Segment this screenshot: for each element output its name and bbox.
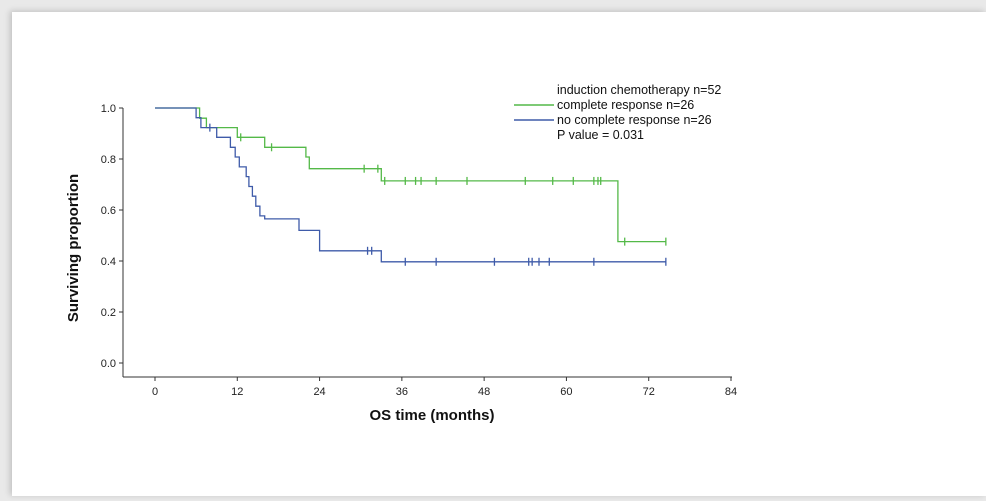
x-tick-label: 12 — [231, 386, 243, 398]
x-tick-label: 48 — [478, 386, 490, 398]
figure-panel: 0.0 0.2 0.4 0.6 0.8 1.0 0 12 24 36 48 60 72 84 Survi… — [12, 12, 986, 496]
legend-header: induction chemotherapy n=52 — [557, 83, 721, 97]
y-axis-title: Surviving proportion — [65, 174, 82, 322]
x-tick-label: 72 — [643, 386, 655, 398]
series-no-complete-response-n-26 — [155, 107, 667, 266]
y-tick-label: 0.2 — [101, 307, 116, 319]
x-tick-label: 0 — [152, 386, 158, 398]
y-axis-ticks: 0.0 0.2 0.4 0.6 0.8 1.0 — [101, 103, 123, 370]
km-survival-chart: 0.0 0.2 0.4 0.6 0.8 1.0 0 12 24 36 48 60 72 84 Survi… — [65, 83, 737, 424]
y-tick-label: 0.6 — [101, 205, 116, 217]
legend-entry-no-complete-response: no complete response n=26 — [557, 113, 712, 127]
y-tick-label: 0.4 — [101, 256, 116, 268]
survival-curve — [155, 107, 666, 263]
x-tick-label: 60 — [560, 386, 572, 398]
y-tick-label: 0.0 — [101, 358, 116, 370]
series-complete-response-n-26 — [155, 107, 667, 246]
legend-p-value: P value = 0.031 — [557, 128, 644, 142]
x-axis-ticks: 0 12 24 36 48 60 72 84 — [152, 377, 737, 398]
x-tick-label: 36 — [396, 386, 408, 398]
x-axis-title: OS time (months) — [369, 407, 494, 424]
legend: induction chemotherapy n=52 complete res… — [514, 83, 721, 142]
series-layer — [155, 107, 667, 266]
legend-entry-complete-response: complete response n=26 — [557, 98, 694, 112]
y-tick-label: 0.8 — [101, 154, 116, 166]
x-tick-label: 84 — [725, 386, 737, 398]
y-tick-label: 1.0 — [101, 103, 116, 115]
x-tick-label: 24 — [313, 386, 325, 398]
